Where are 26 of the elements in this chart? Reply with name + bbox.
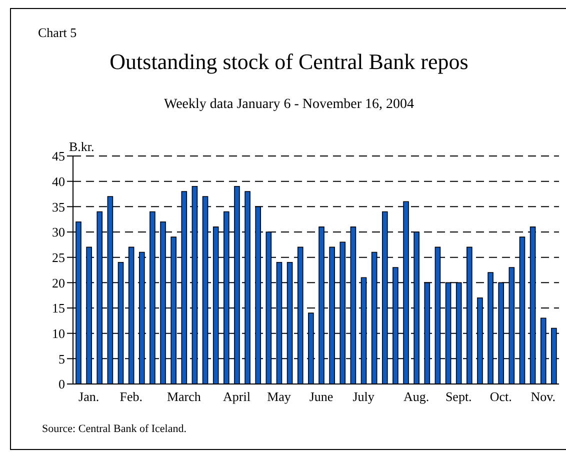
x-tick-label: June [309,389,334,404]
y-tick-label: 45 [52,148,65,164]
y-axis-title: B.kr. [69,139,94,155]
y-tick-label: 0 [58,376,65,392]
x-tick-label: Oct. [490,389,512,404]
x-tick-label: March [166,389,202,404]
y-tick-label: 25 [52,250,65,265]
x-tick-label: Nov. [530,389,556,404]
x-tick-label: Sept. [445,389,472,404]
y-tick-label: 15 [52,300,65,316]
chart-subtitle: Weekly data January 6 - November 16, 2004 [162,97,416,113]
y-tick-label: 40 [52,174,65,189]
x-tick-label: July [352,389,375,404]
x-tick-label: Feb. [120,389,142,404]
x-tick-label: May [267,389,292,404]
y-tick-label: 35 [52,199,65,214]
x-tick-label: Aug. [404,389,430,404]
chart-title: Outstanding stock of Central Bank repos [108,49,470,75]
source-note: Source: Central Bank of Iceland. [42,423,186,435]
x-tick-label: Jan. [78,389,100,404]
caption: Chart 5 [38,25,77,41]
y-tick-label: 5 [58,351,65,366]
y-tick-label: 20 [52,275,65,290]
x-tick-label: April [223,389,251,404]
y-tick-label: 10 [52,326,65,341]
y-tick-label: 30 [52,224,65,240]
